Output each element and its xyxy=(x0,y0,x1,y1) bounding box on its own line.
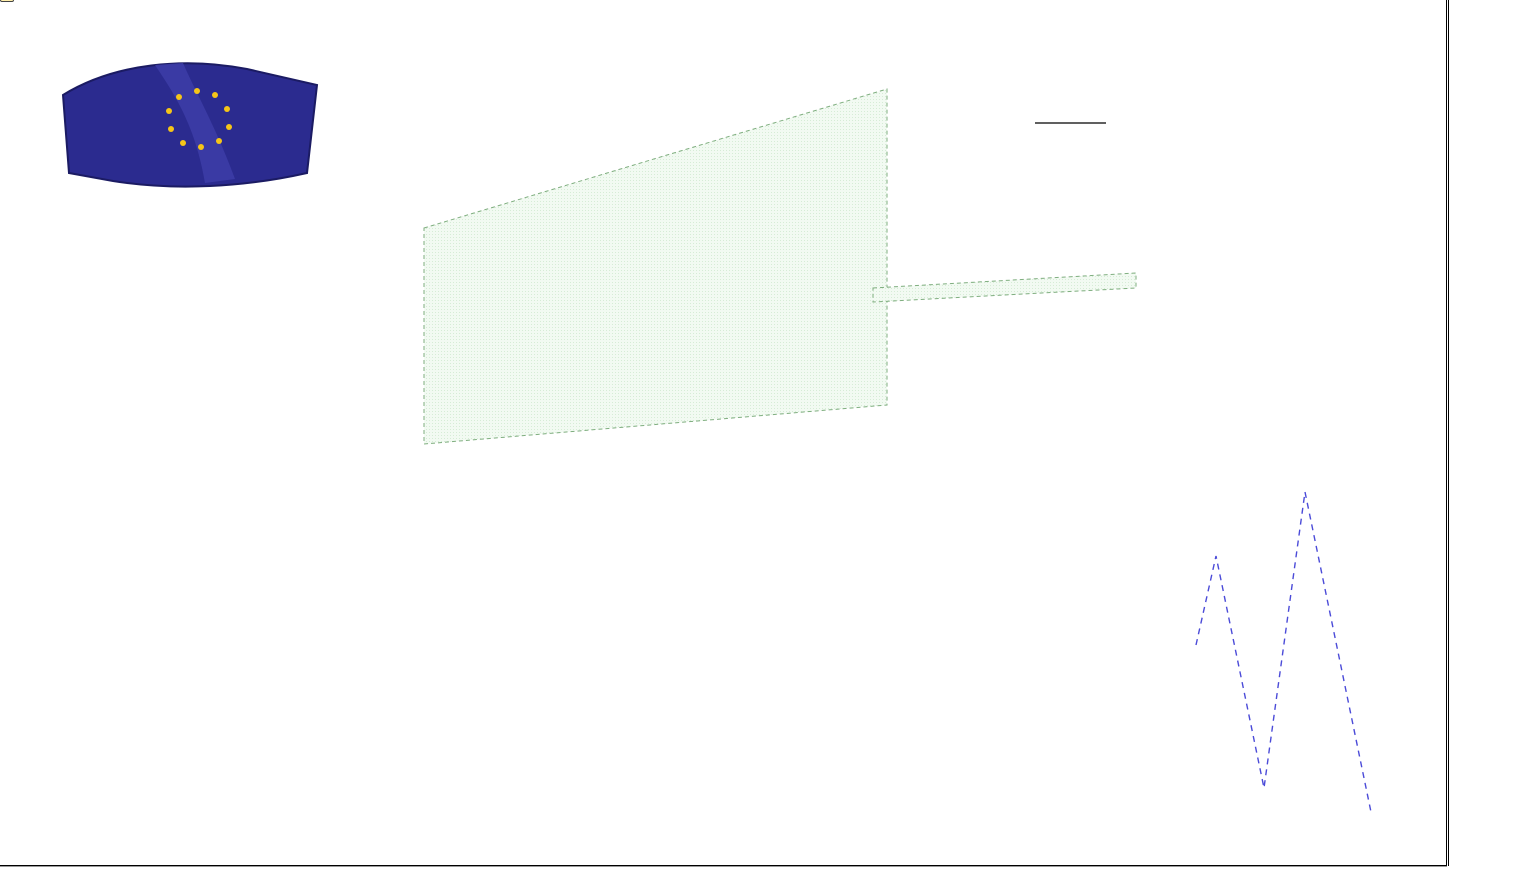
eu-flag-icon xyxy=(61,62,319,188)
price-callout-tag[interactable] xyxy=(0,0,14,2)
elliott-channel-secondary xyxy=(872,272,1137,303)
price-series-svg xyxy=(423,88,1372,813)
chart-plot-area[interactable] xyxy=(0,0,1447,866)
date-axis[interactable] xyxy=(0,866,1447,896)
elliott-channel-main xyxy=(423,88,888,445)
price-axis-line xyxy=(1448,0,1449,866)
brand-logo xyxy=(55,55,325,195)
wave-projection-path xyxy=(1195,491,1372,813)
price-axis[interactable] xyxy=(1447,0,1519,866)
